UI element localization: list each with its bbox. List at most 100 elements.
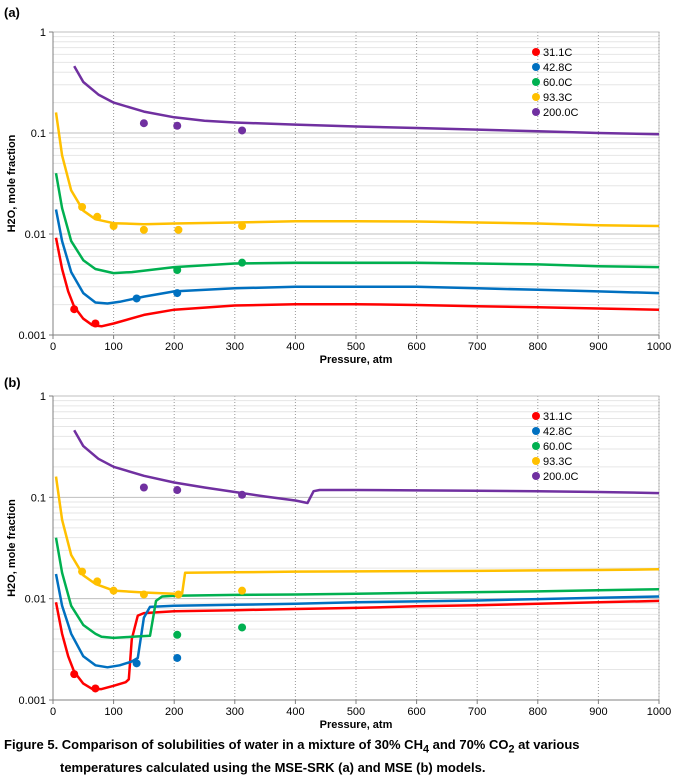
y-tick-label: 0.1 [31, 492, 46, 504]
series-line-200.0C [73, 65, 660, 136]
legend-marker-42.8C [532, 427, 540, 435]
y-tick-label: 0.001 [18, 695, 46, 707]
data-point-93.3C [93, 212, 102, 221]
x-tick-label: 300 [226, 341, 244, 353]
chart-panel-0: (a) 0 100 200 300 400 500 600 700 800 900 1000 0.001… [4, 5, 671, 366]
x-tick-label: 700 [468, 706, 486, 718]
data-point-93.3C [109, 222, 118, 231]
series-line-60.0C [54, 172, 660, 275]
x-tick-label: 800 [529, 341, 547, 353]
data-point-93.3C [174, 225, 183, 234]
series-line-31.1C [54, 237, 660, 328]
data-point-93.3C [174, 590, 183, 599]
data-point-200.0C [139, 483, 148, 492]
x-tick-label: 200 [165, 341, 183, 353]
legend-marker-93.3C [532, 93, 540, 101]
legend-marker-200.0C [532, 108, 540, 116]
x-tick-label: 700 [468, 341, 486, 353]
x-axis-title: Pressure, atm [320, 719, 393, 731]
data-point-93.3C [139, 590, 148, 599]
x-tick-label: 600 [407, 341, 425, 353]
x-tick-label: 500 [347, 706, 365, 718]
series-line-60.0C [54, 537, 660, 640]
chart-panel-1: (b) 0 100 200 300 400 500 600 700 800 900 1000 0.001… [4, 375, 671, 731]
legend-label: 200.0C [543, 107, 579, 119]
data-point-93.3C [93, 577, 102, 586]
data-point-200.0C [139, 119, 148, 128]
x-tick-label: 400 [286, 706, 304, 718]
x-tick-label: 600 [407, 706, 425, 718]
caption-line-2: temperatures calculated using the MSE-SR… [60, 759, 486, 775]
y-axis-title: H2O, mole fraction [6, 499, 18, 597]
data-point-42.8C [132, 294, 141, 303]
x-tick-label: 0 [50, 341, 56, 353]
data-point-60.0C [173, 630, 182, 639]
data-point-200.0C [173, 121, 182, 130]
legend-marker-31.1C [532, 48, 540, 56]
data-point-31.1C [70, 670, 79, 679]
figure-caption: Figure 5. Comparison of solubilities of … [4, 736, 674, 777]
legend-label: 60.0C [543, 441, 572, 453]
legend-label: 42.8C [543, 62, 572, 74]
data-point-93.3C [139, 225, 148, 234]
data-point-93.3C [78, 567, 87, 576]
data-point-93.3C [238, 586, 247, 595]
x-axis-title: Pressure, atm [320, 354, 393, 366]
panel-label: (a) [4, 5, 20, 20]
legend-marker-60.0C [532, 442, 540, 450]
data-point-200.0C [238, 126, 247, 135]
y-tick-label: 1 [40, 27, 46, 39]
caption-line-1: Figure 5. Comparison of solubilities of … [4, 737, 580, 756]
legend-label: 31.1C [543, 47, 572, 59]
x-tick-label: 400 [286, 341, 304, 353]
data-point-200.0C [238, 490, 247, 499]
x-tick-label: 1000 [647, 341, 671, 353]
x-tick-label: 300 [226, 706, 244, 718]
data-point-93.3C [78, 203, 87, 212]
y-tick-label: 0.01 [25, 229, 46, 241]
data-point-60.0C [238, 623, 247, 632]
x-tick-label: 100 [104, 706, 122, 718]
legend-marker-93.3C [532, 457, 540, 465]
data-point-42.8C [173, 289, 182, 298]
y-tick-label: 0.001 [18, 330, 46, 342]
y-tick-label: 0.01 [25, 594, 46, 606]
data-point-60.0C [238, 258, 247, 267]
x-tick-label: 100 [104, 341, 122, 353]
series-line-42.8C [54, 573, 660, 669]
x-tick-label: 200 [165, 706, 183, 718]
legend-marker-31.1C [532, 412, 540, 420]
series-line-93.3C [54, 476, 660, 595]
x-tick-label: 1000 [647, 706, 671, 718]
panel-label: (b) [4, 375, 21, 390]
legend-label: 200.0C [543, 471, 579, 483]
y-tick-label: 1 [40, 391, 46, 403]
data-point-200.0C [173, 486, 182, 495]
series-line-31.1C [54, 599, 660, 691]
x-tick-label: 500 [347, 341, 365, 353]
data-point-93.3C [238, 222, 247, 231]
legend-label: 93.3C [543, 456, 572, 468]
data-point-42.8C [173, 653, 182, 662]
legend-marker-42.8C [532, 63, 540, 71]
legend-marker-200.0C [532, 472, 540, 480]
data-point-31.1C [91, 684, 100, 693]
figure: (a)0 100 200 300 400 500 600 700 800 900 10000.001… [4, 5, 671, 731]
y-axis-title: H2O, mole fraction [6, 134, 18, 232]
data-point-31.1C [70, 305, 79, 314]
legend-label: 60.0C [543, 77, 572, 89]
x-tick-label: 0 [50, 706, 56, 718]
legend-label: 42.8C [543, 426, 572, 438]
series-line-93.3C [54, 112, 660, 228]
x-tick-label: 900 [589, 341, 607, 353]
x-tick-label: 800 [529, 706, 547, 718]
legend-label: 93.3C [543, 92, 572, 104]
series-line-200.0C [73, 429, 660, 505]
x-tick-label: 900 [589, 706, 607, 718]
data-point-42.8C [132, 659, 141, 668]
legend-marker-60.0C [532, 78, 540, 86]
data-point-60.0C [173, 266, 182, 275]
y-tick-label: 0.1 [31, 128, 46, 140]
data-point-31.1C [91, 319, 100, 328]
data-point-93.3C [109, 586, 118, 595]
